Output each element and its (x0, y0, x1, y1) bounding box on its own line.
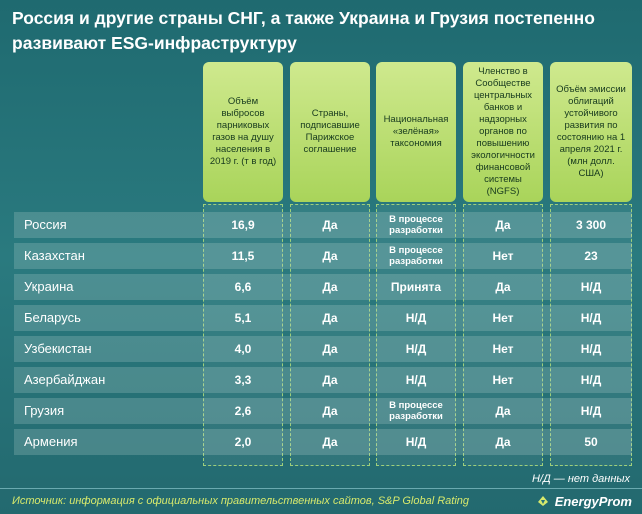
table-row (14, 274, 632, 300)
country-name: Грузия (24, 403, 65, 418)
table-row (14, 212, 632, 238)
source-text: Источник: информация с официальных прави… (12, 495, 470, 507)
header-bonds: Объём эмиссии облигаций устойчивого разв… (550, 62, 632, 202)
column-bonds (550, 204, 632, 466)
cell-ngfs: Нет (492, 373, 514, 387)
brand-icon (537, 496, 548, 506)
footer: Источник: информация с официальных прави… (0, 488, 642, 514)
country-name: Азербайджан (24, 372, 106, 387)
country-name: Украина (24, 279, 74, 294)
country-name: Армения (24, 434, 78, 449)
legend-note: Н/Д — нет данных (531, 473, 630, 485)
cell-taxonomy: Принята (390, 280, 442, 294)
cell-ngfs: Нет (492, 249, 514, 263)
table-row (14, 398, 632, 424)
cell-emissions: 16,9 (231, 218, 255, 232)
cell-bonds: Н/Д (580, 373, 602, 387)
cell-emissions: 2,6 (234, 404, 252, 418)
cell-taxonomy: Н/Д (405, 373, 427, 387)
page-title: Россия и другие страны СНГ, а также Укра… (12, 8, 595, 53)
cell-emissions: 4,0 (234, 342, 252, 356)
cell-bonds: 3 300 (575, 218, 607, 232)
cell-paris: Да (322, 249, 338, 263)
cell-taxonomy: Н/Д (405, 311, 427, 325)
cell-bonds: Н/Д (580, 342, 602, 356)
cell-bonds: 50 (584, 435, 598, 449)
brand-name: EnergyProm (554, 493, 632, 509)
cell-emissions: 2,0 (234, 435, 252, 449)
cell-paris: Да (322, 342, 338, 356)
cell-taxonomy: В процессе разработки (389, 214, 443, 236)
cell-bonds: 23 (584, 249, 598, 263)
cell-bonds: Н/Д (580, 280, 602, 294)
column-ngfs (463, 204, 543, 466)
cell-emissions: 5,1 (234, 311, 252, 325)
cell-taxonomy: Н/Д (405, 342, 427, 356)
header-ngfs: Членство в Сообществе центральных банков… (463, 62, 543, 202)
cell-ngfs: Нет (492, 342, 514, 356)
cell-emissions: 3,3 (234, 373, 252, 387)
cell-ngfs: Да (495, 218, 511, 232)
cell-taxonomy: В процессе разработки (389, 245, 443, 267)
brand-logo: EnergyProm (535, 493, 632, 509)
cell-taxonomy: Н/Д (405, 435, 427, 449)
table-row (14, 367, 632, 393)
cell-paris: Да (322, 404, 338, 418)
header-paris: Страны, подписавшие Парижское соглашение (290, 62, 370, 202)
header-emissions: Объём выбросов парниковых газов на душу … (203, 62, 283, 202)
country-name: Россия (24, 217, 67, 232)
cell-paris: Да (322, 435, 338, 449)
country-name: Казахстан (24, 248, 85, 263)
cell-ngfs: Да (495, 404, 511, 418)
cell-emissions: 11,5 (231, 249, 255, 263)
cell-ngfs: Да (495, 280, 511, 294)
table-row (14, 336, 632, 362)
country-name: Беларусь (24, 310, 81, 325)
table-row (14, 305, 632, 331)
cell-bonds: Н/Д (580, 311, 602, 325)
cell-emissions: 6,6 (234, 280, 252, 294)
cell-taxonomy: В процессе разработки (389, 400, 443, 422)
cell-paris: Да (322, 218, 338, 232)
cell-paris: Да (322, 373, 338, 387)
header-taxonomy: Национальная «зелёная» таксономия (376, 62, 456, 202)
cell-ngfs: Да (495, 435, 511, 449)
cell-paris: Да (322, 280, 338, 294)
column-taxonomy (376, 204, 456, 466)
cell-ngfs: Нет (492, 311, 514, 325)
table-row (14, 429, 632, 455)
cell-bonds: Н/Д (580, 404, 602, 418)
column-paris (290, 204, 370, 466)
column-emissions (203, 204, 283, 466)
country-name: Узбекистан (24, 341, 92, 356)
cell-paris: Да (322, 311, 338, 325)
table-row (14, 243, 632, 269)
